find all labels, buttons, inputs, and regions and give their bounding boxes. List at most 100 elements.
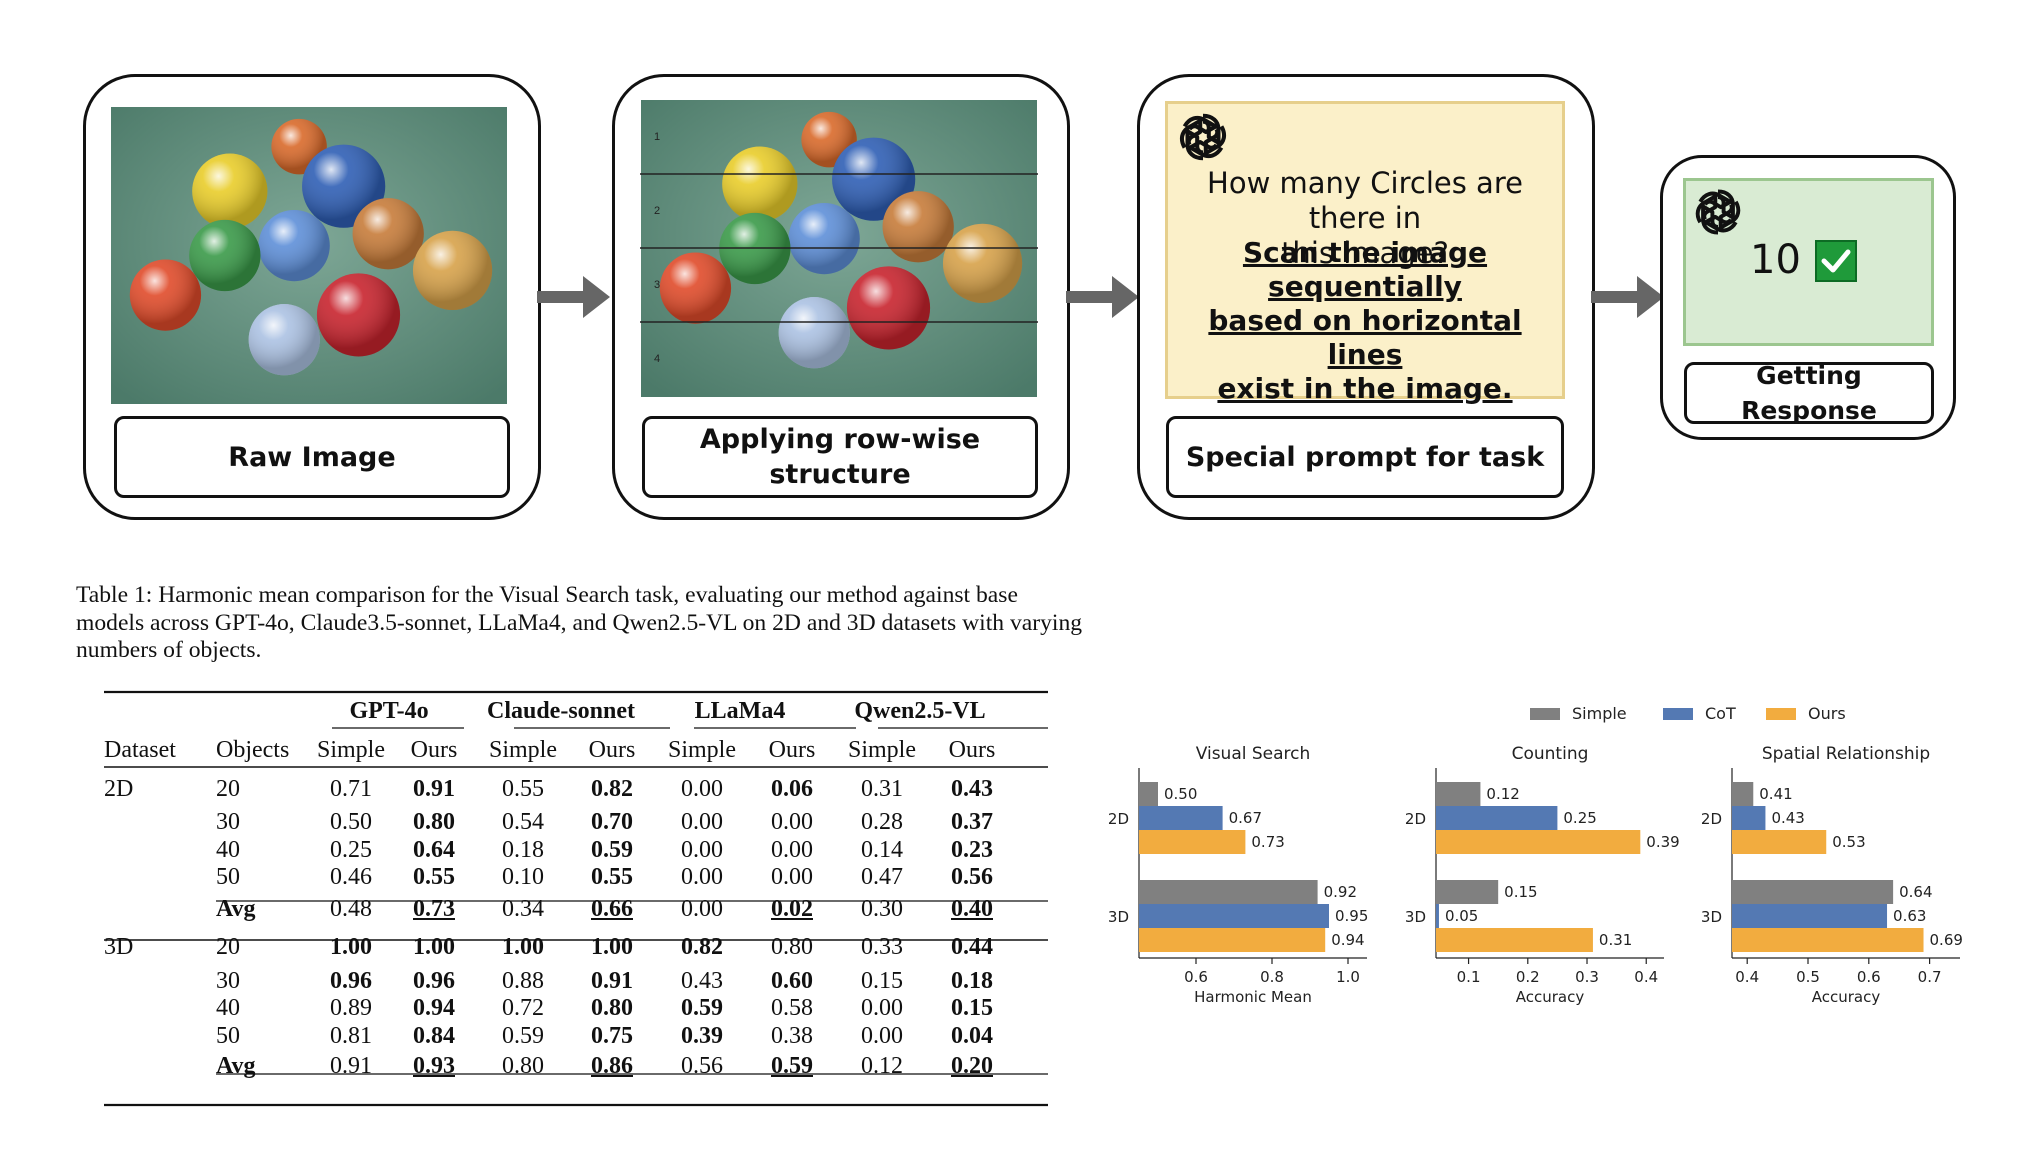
bar: [1436, 830, 1641, 854]
table-cell: 0.44: [951, 933, 993, 960]
table-cell: 0.93: [413, 1053, 455, 1080]
data-label: 0.12: [1486, 785, 1519, 803]
table-cell: 0.59: [681, 995, 723, 1021]
chart-title: Counting: [1512, 744, 1589, 764]
table-cell: 0.43: [681, 967, 723, 994]
openai-logo-icon: [1690, 184, 1746, 240]
table-cell: 0.15: [951, 995, 993, 1021]
bar: [1139, 880, 1318, 904]
table-cell: 0.66: [591, 895, 633, 922]
table-cell: 50: [216, 1022, 240, 1049]
table-cell: 0.80: [591, 995, 633, 1021]
table-cell: 0.00: [861, 995, 903, 1021]
data-label: 0.31: [1599, 931, 1632, 949]
tick-label: 0.2: [1516, 968, 1540, 986]
table-cell: Avg: [216, 895, 256, 922]
table-cell: 20: [216, 776, 240, 803]
bar: [1436, 782, 1481, 806]
table-row: 40 0.25 0.64 0.18 0.59 0.00 0.00 0.14 0.23: [104, 837, 1010, 865]
bar: [1436, 928, 1593, 952]
column-header: Ours: [768, 737, 816, 764]
category-label: 2D: [1701, 810, 1722, 828]
arrow-right-icon: [1591, 276, 1664, 318]
table-cell: 0.54: [502, 809, 544, 835]
category-label: 3D: [1405, 908, 1426, 926]
data-label: 0.95: [1335, 907, 1368, 925]
column-header: Ours: [588, 737, 636, 764]
data-label: 0.69: [1930, 931, 1963, 949]
data-label: 0.50: [1164, 785, 1197, 803]
table-cell: 0.89: [330, 995, 372, 1021]
bar: [1139, 782, 1158, 806]
table-cell: 0.48: [330, 895, 372, 922]
data-label: 0.39: [1646, 833, 1679, 851]
table-cell: 20: [216, 933, 240, 960]
table-cell: 0.59: [502, 1022, 544, 1049]
bar: [1139, 904, 1329, 928]
bar: [1732, 782, 1754, 806]
table-cell: 0.02: [771, 895, 813, 922]
category-label: 3D: [1701, 908, 1722, 926]
tick-label: 0.6: [1857, 968, 1881, 986]
row-number: 3: [654, 279, 660, 291]
table-cell: 0.00: [771, 864, 813, 890]
table-cell: 40: [216, 836, 240, 863]
prompt-question: How many Circles are there in this image…: [1207, 166, 1523, 270]
table-cell: 1.00: [591, 933, 633, 960]
table-cell: [104, 892, 216, 928]
model-header: Claude-sonnet: [486, 697, 636, 724]
table-cell: 0.80: [771, 933, 813, 960]
bar: [1436, 880, 1499, 904]
table-cell: 50: [216, 864, 240, 890]
table-cell: 0.06: [771, 776, 813, 803]
bar: [1732, 904, 1888, 928]
table-cell: 0.00: [681, 895, 723, 922]
special-prompt-label: Special prompt for task: [1166, 416, 1564, 498]
column-header: Ours: [410, 737, 458, 764]
table-cell: 30: [216, 809, 240, 835]
table-cell: 30: [216, 967, 240, 994]
column-header: Simple: [847, 737, 916, 764]
column-header: Simple: [488, 737, 557, 764]
bar: [1732, 880, 1894, 904]
table-cell: 1.00: [502, 933, 544, 960]
table-cell: 1.00: [413, 933, 455, 960]
table-cell: 0.18: [951, 967, 993, 994]
table-cell: 0.82: [591, 776, 633, 803]
column-header: Simple: [667, 737, 736, 764]
table-cell: 0.00: [861, 1022, 903, 1049]
table-cell: 0.00: [681, 864, 723, 890]
row-structure-label: Applying row-wise structure: [642, 416, 1038, 498]
model-header: GPT-4o: [349, 697, 429, 724]
table-cell: 40: [216, 995, 240, 1021]
bar: [1732, 806, 1766, 830]
table-cell: 0.58: [771, 995, 813, 1021]
table-cell: [104, 837, 216, 865]
table-cell: 0.55: [413, 864, 455, 890]
table-cell: 0.40: [951, 895, 993, 922]
raw-image-label: Raw Image: [114, 416, 510, 498]
tick-label: 0.8: [1260, 968, 1284, 986]
table-cell: 0.39: [681, 1022, 723, 1049]
table-cell: 0.00: [681, 836, 723, 863]
table-caption: Table 1: Harmonic mean comparison for th…: [76, 582, 1083, 663]
tick-label: 1.0: [1336, 968, 1360, 986]
tick-label: 0.4: [1634, 968, 1658, 986]
table-cell: 0.38: [771, 1022, 813, 1049]
table-cell: 0.91: [591, 967, 633, 994]
chart-title: Visual Search: [1196, 744, 1311, 764]
tick-label: 0.3: [1575, 968, 1599, 986]
data-label: 0.67: [1229, 809, 1262, 827]
table-cell: 0.56: [681, 1053, 723, 1080]
table-cell: [104, 1050, 216, 1084]
table-cell: 0.59: [771, 1053, 813, 1080]
legend-label: Ours: [1808, 704, 1846, 723]
table-cell: Avg: [216, 1053, 256, 1080]
bar: [1139, 806, 1223, 830]
table-cell: 0.86: [591, 1053, 633, 1080]
table-rules: [104, 690, 1048, 1107]
table-cell: 0.55: [502, 776, 544, 803]
data-label: 0.92: [1324, 883, 1357, 901]
column-header: Objects: [216, 737, 290, 764]
table-cell: 0.14: [861, 836, 903, 863]
